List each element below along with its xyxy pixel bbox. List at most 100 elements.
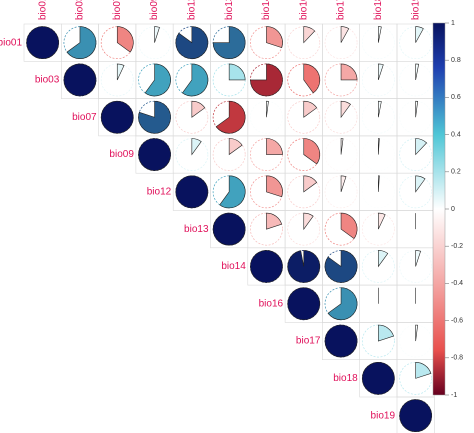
row-label: bio18 <box>333 373 358 384</box>
pie-slice <box>116 63 125 81</box>
pie-slice <box>324 324 358 358</box>
pie-slice <box>303 63 321 94</box>
colorbar-tick-label: -0.2 <box>451 243 463 250</box>
pie-slice <box>324 250 358 283</box>
pie-slice <box>175 26 209 59</box>
pie-slice <box>175 175 209 209</box>
pie-slice <box>415 138 428 156</box>
row-label: bio14 <box>221 261 246 272</box>
row-label: bio09 <box>109 149 134 160</box>
pie-slice <box>415 26 424 43</box>
column-label: bio19 <box>410 0 421 20</box>
pie-slice <box>340 138 344 155</box>
pie-slice <box>266 26 283 48</box>
row-label: bio01 <box>0 37 22 48</box>
pie-slice <box>415 100 418 118</box>
column-label: bio16 <box>298 0 309 20</box>
pie-slice <box>215 100 246 134</box>
pie-slice <box>340 26 350 43</box>
pie-slice <box>340 175 347 192</box>
pie-slice <box>66 26 97 59</box>
pie-slice <box>138 100 171 134</box>
grid-cell <box>396 396 435 433</box>
colorbar: 1 0.8 0.6 0.4 0.2 0 -0.2 -0.4 -0.6 -0.8 -1 <box>432 20 463 399</box>
pie-slice <box>219 175 246 209</box>
column-labels: bio01 bio03 bio07 bio09 bio12 bio13 bio14 bio16… <box>37 0 421 20</box>
pie-slice <box>340 100 351 119</box>
pie-slice <box>415 175 426 193</box>
column-label: bio14 <box>261 0 272 20</box>
row-label: bio16 <box>259 298 284 309</box>
column-label: bio13 <box>224 0 235 20</box>
pie-slice <box>303 100 318 118</box>
colorbar-tick-label: 0.8 <box>451 57 461 64</box>
pie-slice <box>303 212 314 231</box>
pie-slice <box>340 212 358 239</box>
pie-slice <box>266 212 283 230</box>
pie-slice <box>378 324 394 342</box>
pie-slice <box>212 26 246 59</box>
colorbar-tick-label: 0.4 <box>451 131 461 138</box>
pie-slice <box>399 399 432 432</box>
pie-glyphs <box>26 26 433 433</box>
pie-slice <box>228 63 246 81</box>
pie-slice <box>378 63 384 81</box>
pie-slice <box>266 175 283 198</box>
pie-slice <box>415 362 432 379</box>
pie-slice <box>287 287 321 321</box>
pie-slice <box>191 100 206 118</box>
pie-slice <box>340 63 358 81</box>
pie-slice <box>415 63 420 81</box>
pie-slice <box>287 250 321 283</box>
pie-slice <box>191 138 202 156</box>
pie-slice <box>182 63 209 97</box>
pie-slice <box>266 100 269 118</box>
pie-slice <box>212 212 246 246</box>
row-labels: bio01 bio03 bio07 bio09 bio12 bio13 bio14 bio16… <box>0 37 395 421</box>
colorbar-tick-label: 0 <box>451 206 455 213</box>
column-label: bio12 <box>186 0 197 20</box>
column-label: bio17 <box>336 0 347 20</box>
colorbar-tick-label: -1 <box>451 392 457 399</box>
pie-slice <box>303 175 318 193</box>
row-label: bio03 <box>35 75 60 86</box>
column-label: bio03 <box>75 0 86 20</box>
pie-slice <box>378 212 386 230</box>
pie-slice <box>327 287 358 321</box>
colorbar-tick-label: -0.4 <box>451 280 463 287</box>
pie-slice <box>378 175 380 192</box>
pie-slice <box>378 250 389 268</box>
colorbar-tick-label: 1 <box>451 20 455 27</box>
pie-slice <box>378 138 380 155</box>
pie-slice <box>63 63 97 97</box>
row-label: bio13 <box>184 224 209 235</box>
colorbar-tick-label: -0.8 <box>451 355 463 362</box>
pie-slice <box>26 26 59 59</box>
row-label: bio07 <box>72 112 97 123</box>
pie-slice <box>250 63 283 97</box>
row-label: bio19 <box>371 410 396 421</box>
pie-slice <box>266 138 283 155</box>
colorbar-gradient <box>432 22 446 396</box>
column-label: bio01 <box>37 0 48 20</box>
colorbar-ticks: 1 0.8 0.6 0.4 0.2 0 -0.2 -0.4 -0.6 -0.8 -1 <box>445 20 463 399</box>
pie-slice <box>303 138 321 165</box>
pie-slice <box>116 26 134 53</box>
pie-slice <box>100 100 134 134</box>
pie-slice <box>138 138 171 171</box>
pie-slice <box>362 362 395 395</box>
pie-slice <box>378 26 382 43</box>
pie-slice <box>378 100 382 118</box>
pie-slice <box>415 250 421 267</box>
colorbar-tick-label: -0.6 <box>451 317 463 324</box>
pie-slice <box>154 26 160 43</box>
column-label: bio18 <box>373 0 384 20</box>
pie-slice <box>144 63 171 97</box>
row-label: bio12 <box>147 186 172 197</box>
column-label: bio07 <box>112 0 123 20</box>
pie-slice <box>415 324 418 342</box>
pie-slice <box>303 26 316 44</box>
colorbar-tick-label: 0.6 <box>451 94 461 101</box>
row-label: bio17 <box>296 336 321 347</box>
